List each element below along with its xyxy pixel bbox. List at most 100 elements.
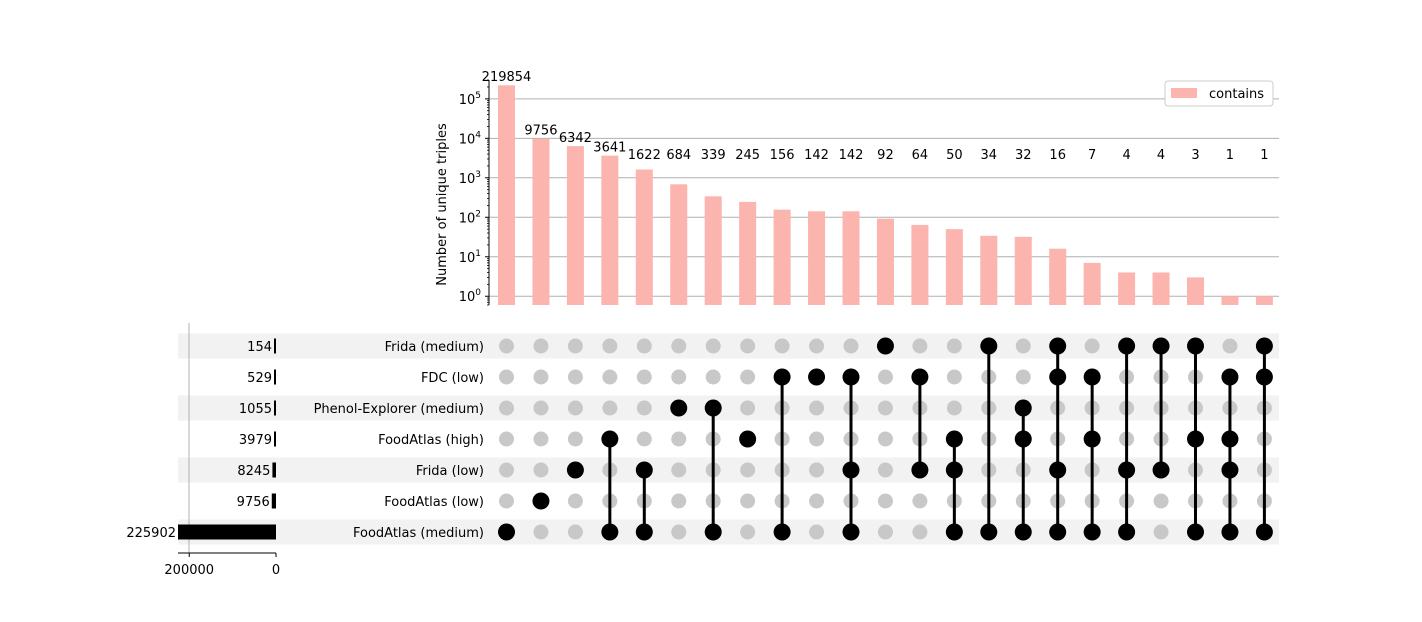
matrix-dot-active	[1118, 523, 1136, 541]
intersection-bar	[980, 235, 998, 305]
matrix-dot-inactive	[1153, 493, 1169, 509]
intersection-value-label: 9756	[524, 124, 557, 139]
intersection-bar	[704, 196, 722, 305]
intersection-value-label: 142	[839, 148, 864, 163]
matrix-dot-inactive	[809, 338, 825, 354]
matrix-dot-active	[1221, 461, 1239, 479]
matrix-dot-inactive	[636, 431, 652, 447]
intersection-bar	[1187, 277, 1204, 305]
matrix-dot-active	[945, 430, 963, 448]
intersection-value-label: 1622	[628, 148, 661, 163]
matrix-dot-inactive	[877, 369, 893, 385]
matrix-dot-active	[1221, 523, 1239, 541]
matrix-dot-inactive	[912, 493, 928, 509]
intersection-bar	[670, 184, 688, 305]
y-axis-label: Number of unique triples	[435, 123, 450, 286]
matrix-dot-inactive	[671, 462, 687, 478]
matrix-dot-inactive	[499, 338, 514, 354]
legend-swatch	[1171, 88, 1197, 98]
matrix-dot-active	[704, 399, 722, 417]
intersection-value-label: 16	[1049, 148, 1066, 163]
matrix-dot-active	[1187, 337, 1204, 355]
intersection-value-label: 7	[1088, 148, 1096, 163]
matrix-dot-inactive	[946, 369, 962, 385]
intersection-bar	[1014, 236, 1032, 305]
legend-box	[1164, 80, 1274, 107]
matrix-dot-inactive	[946, 338, 962, 354]
matrix-dot-active	[704, 523, 722, 541]
matrix-dot-inactive	[533, 338, 549, 354]
matrix-dot-active	[1255, 523, 1273, 541]
matrix-dot-active	[1014, 430, 1032, 448]
intersection-bar	[876, 218, 894, 305]
intersection-value-label: 1	[1260, 148, 1268, 163]
matrix-dot-inactive	[809, 493, 825, 509]
set-name-label: Frida (medium)	[385, 340, 484, 355]
intersection-value-label: 339	[701, 148, 726, 163]
matrix-dot-active	[1152, 461, 1170, 479]
matrix-dot-active	[1083, 430, 1101, 448]
intersection-bar	[945, 229, 963, 305]
intersection-value-label: 64	[912, 148, 929, 163]
size-axis-tick-label: 200000	[164, 563, 214, 578]
row-stripe	[178, 333, 1279, 359]
intersection-value-label: 3641	[593, 141, 626, 156]
matrix-dot-inactive	[843, 338, 859, 354]
intersection-value-label: 3	[1191, 148, 1199, 163]
y-tick-label: 102	[459, 209, 481, 226]
intersection-value-label: 219854	[482, 70, 532, 85]
matrix-dot-active	[1049, 368, 1067, 386]
matrix-dot-active	[670, 399, 688, 417]
matrix-dot-inactive	[809, 400, 825, 416]
matrix-dot-active	[911, 461, 929, 479]
intersection-bar	[1118, 272, 1136, 305]
y-tick-label: 105	[459, 91, 481, 108]
matrix-dot-active	[601, 430, 619, 448]
intersection-value-label: 32	[1015, 148, 1032, 163]
intersection-value-label: 142	[804, 148, 829, 163]
set-size-label: 8245	[237, 464, 270, 479]
intersection-value-label: 4	[1157, 148, 1165, 163]
matrix-dot-inactive	[499, 400, 514, 416]
matrix-dot-active	[635, 523, 653, 541]
matrix-dot-active	[980, 337, 998, 355]
set-size-label: 529	[247, 371, 272, 386]
matrix-dot-inactive	[877, 462, 893, 478]
matrix-dot-inactive	[809, 524, 825, 540]
set-size-bar	[274, 400, 276, 416]
set-name-label: Frida (low)	[416, 464, 484, 479]
intersection-bar	[842, 211, 860, 305]
intersection-bar	[635, 169, 653, 305]
intersection-bar	[1049, 248, 1067, 305]
matrix-dot-inactive	[602, 369, 618, 385]
matrix-dot-active	[1049, 461, 1067, 479]
matrix-dot-inactive	[636, 369, 652, 385]
matrix-dot-inactive	[567, 369, 583, 385]
matrix-dot-active	[1221, 368, 1239, 386]
matrix-dot-inactive	[705, 369, 721, 385]
matrix-dot-active	[1049, 337, 1067, 355]
matrix-dot-inactive	[671, 338, 687, 354]
matrix-dot-inactive	[809, 462, 825, 478]
matrix-dot-inactive	[567, 431, 583, 447]
matrix-dot-inactive	[636, 338, 652, 354]
set-name-label: FDC (low)	[421, 371, 484, 386]
matrix-dot-inactive	[946, 400, 962, 416]
intersection-value-label: 245	[735, 148, 760, 163]
matrix-dot-active	[1255, 368, 1273, 386]
matrix-dot-active	[1083, 523, 1101, 541]
matrix-dot-inactive	[533, 431, 549, 447]
intersection-bar	[601, 155, 619, 305]
matrix-dot-active	[980, 523, 998, 541]
intersection-value-label: 34	[981, 148, 998, 163]
matrix-dot-active	[842, 523, 860, 541]
matrix-dot-inactive	[1015, 338, 1031, 354]
set-name-label: FoodAtlas (low)	[384, 495, 484, 510]
matrix-dot-active	[739, 430, 757, 448]
matrix-dot-inactive	[877, 493, 893, 509]
matrix-dot-active	[532, 492, 550, 510]
size-axis-tick-label: 0	[272, 563, 280, 578]
intersection-value-label: 156	[770, 148, 795, 163]
